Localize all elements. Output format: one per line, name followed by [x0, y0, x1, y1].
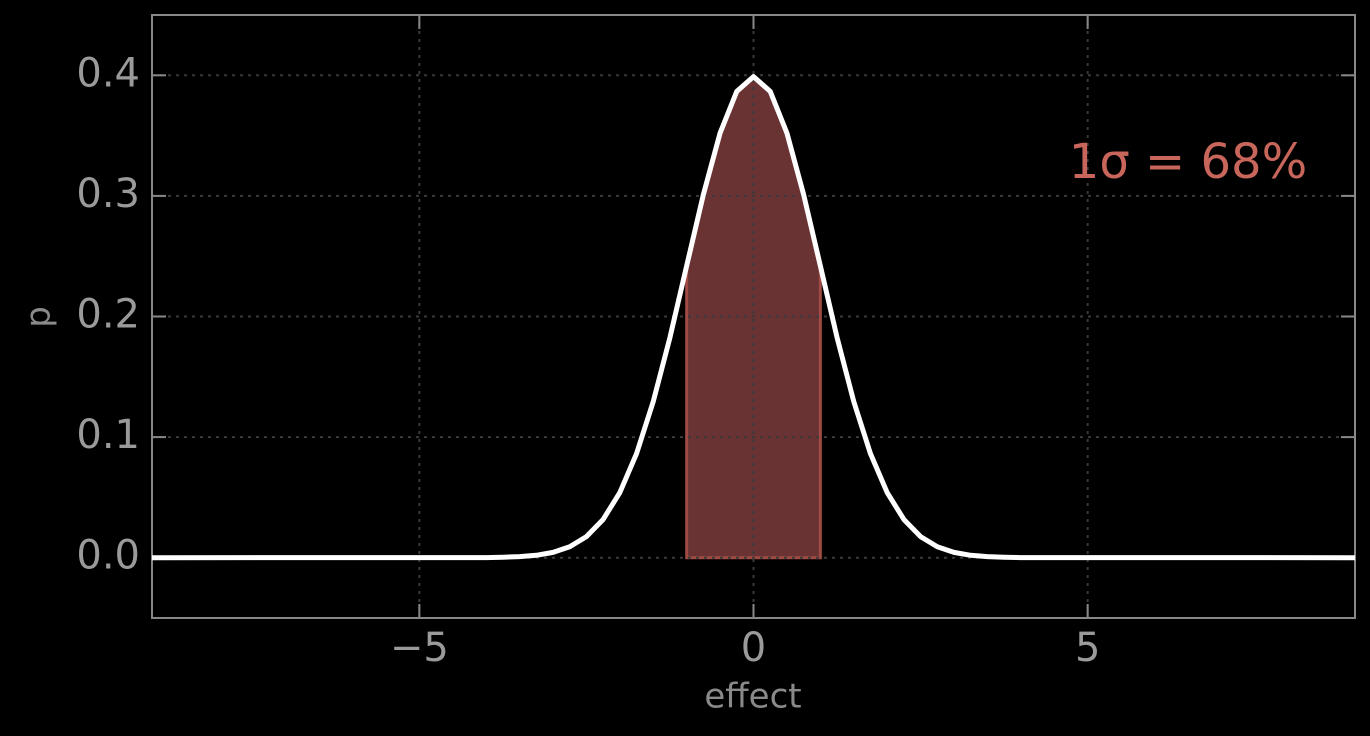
y-tick-label: 0.1 — [76, 412, 140, 458]
curve — [151, 74, 1356, 561]
plot-frame — [151, 14, 1356, 619]
annotation: 1σ = 68% — [1069, 134, 1307, 190]
y-axis-label: p — [19, 306, 59, 328]
y-tick-label: 0.0 — [76, 533, 140, 579]
x-tick-label: 0 — [741, 625, 766, 671]
x-tick-label: 5 — [1075, 625, 1100, 671]
x-axis-label: effect — [704, 677, 801, 717]
x-tick-label: −5 — [390, 625, 449, 671]
y-tick-label: 0.4 — [76, 50, 140, 96]
y-tick-label: 0.2 — [76, 292, 140, 338]
y-tick-label: 0.3 — [76, 171, 140, 217]
